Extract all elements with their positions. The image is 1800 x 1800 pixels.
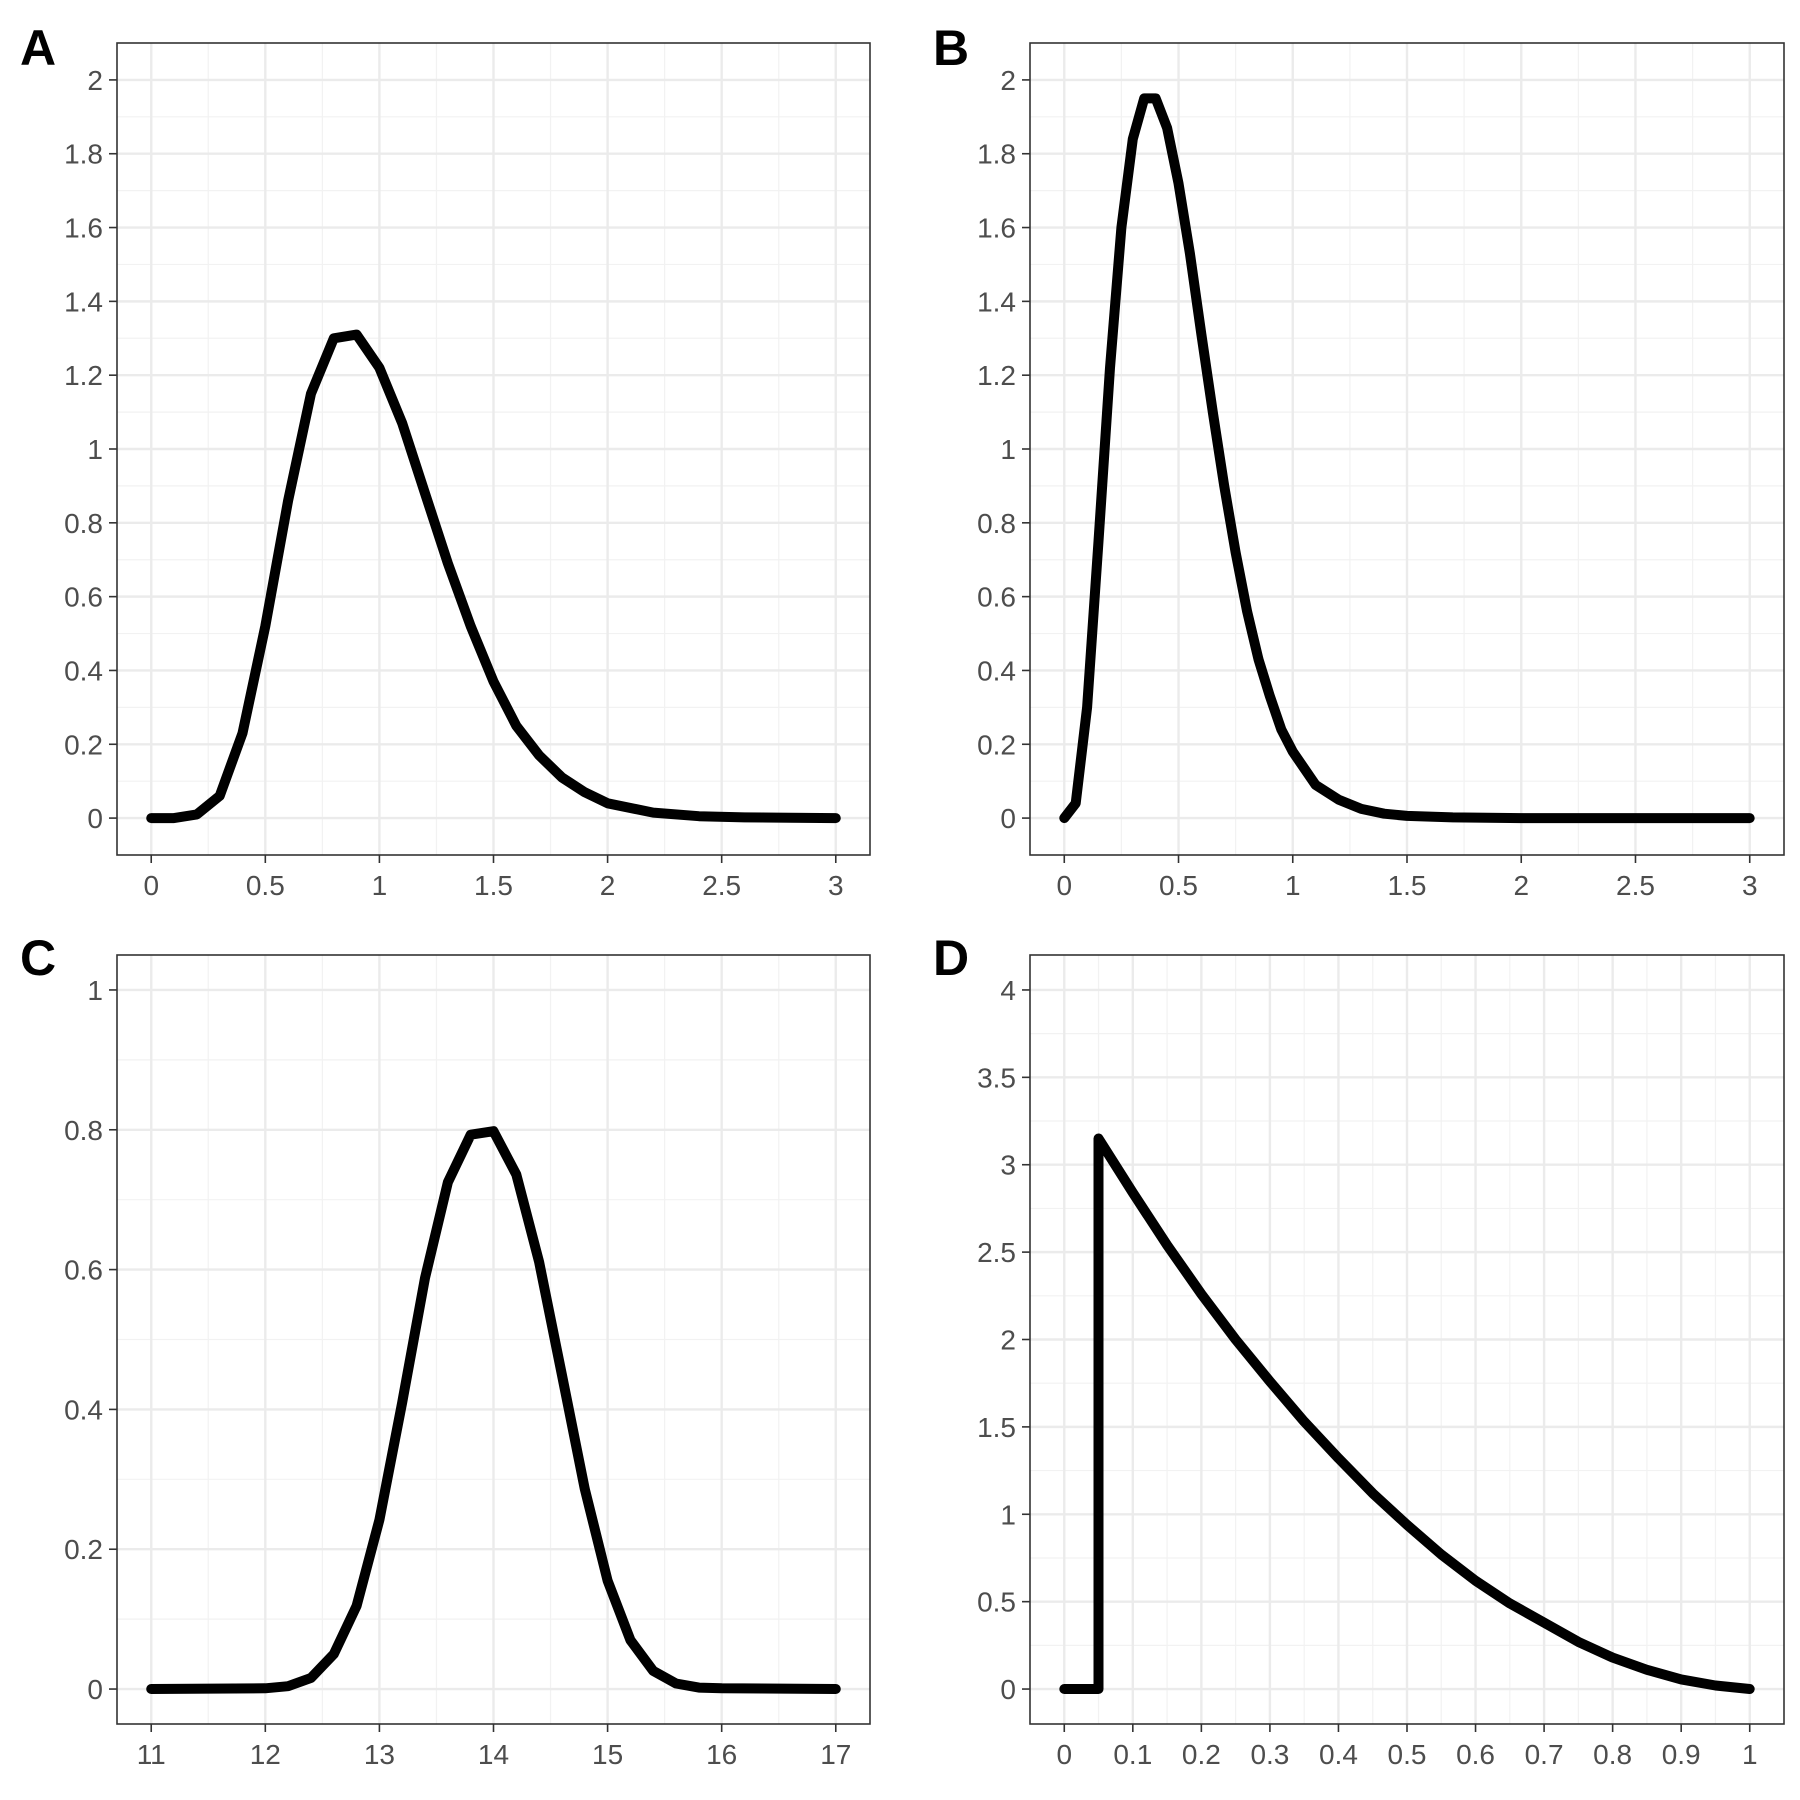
x-tick-label: 0.8 [1593,1739,1632,1770]
panel-b-grid [1030,43,1784,855]
y-tick-label: 1.6 [977,213,1016,244]
y-tick-label: 1.5 [977,1412,1016,1443]
panel-d-tag: D [933,930,969,986]
y-tick-label: 0.6 [64,582,103,613]
panel-a-series-line [146,329,841,824]
panel-d: 0 0.1 0.2 0.3 0.4 0.5 0.6 0.7 0.8 0.9 1 0 0.5 1 1.5 2 2.… [933,930,1785,1770]
x-tick-label: 11 [137,1739,166,1770]
y-tick-label: 3 [1000,1150,1016,1181]
panel-a-tag: A [20,20,56,76]
panel-d-series-line [1059,1133,1755,1694]
panel-a: 0 0.5 1 1.5 2 2.5 3 0 0.2 0.4 0.6 0.8 1 1.2 1.4 1.6 1.8 2… [20,20,871,901]
x-tick-label: 2 [600,870,616,901]
y-tick-label: 0 [1000,803,1016,834]
y-tick-label: 0 [1000,1674,1016,1705]
x-tick-label: 1.5 [474,870,513,901]
x-tick-label: 3 [1742,870,1758,901]
y-tick-label: 0.4 [977,655,1016,686]
panel-b-tag: B [933,20,969,76]
y-tick-label: 0.2 [64,729,103,760]
panel-c-series-line [146,1126,841,1694]
x-tick-label: 15 [592,1739,623,1770]
panel-c-tag: C [20,930,56,986]
y-tick-label: 0.4 [64,655,103,686]
x-tick-label: 2.5 [1616,870,1655,901]
y-tick-label: 1.6 [64,213,103,244]
x-tick-label: 0.2 [1182,1739,1221,1770]
y-tick-label: 1.4 [64,286,103,317]
panel-d-grid [1030,955,1784,1724]
x-tick-label: 0 [1056,1739,1072,1770]
x-tick-label: 0.3 [1250,1739,1289,1770]
y-tick-label: 1.4 [977,286,1016,317]
y-tick-label: 3.5 [977,1062,1016,1093]
y-tick-label: 2 [1000,65,1016,96]
y-tick-label: 1 [1000,1499,1016,1530]
y-tick-label: 1.8 [977,139,1016,170]
y-tick-label: 2.5 [977,1237,1016,1268]
y-tick-label: 0.5 [977,1587,1016,1618]
x-tick-label: 2.5 [702,870,741,901]
y-tick-label: 4 [1000,975,1016,1006]
x-tick-label: 13 [364,1739,395,1770]
x-tick-label: 0.5 [1388,1739,1427,1770]
x-tick-label: 16 [706,1739,737,1770]
x-tick-label: 3 [828,870,844,901]
panel-b: 0 0.5 1 1.5 2 2.5 3 0 0.2 0.4 0.6 0.8 1 1.2 1.4 1.6 1.8 2… [933,20,1785,901]
x-tick-label: 12 [250,1739,281,1770]
x-tick-label: 0.1 [1113,1739,1152,1770]
y-tick-label: 0 [87,803,103,834]
panel-c: 11 12 13 14 15 16 17 0 0.2 0.4 0.6 0.8 1C [20,930,871,1770]
y-tick-label: 0.6 [64,1255,103,1286]
y-tick-label: 0.8 [977,508,1016,539]
x-tick-label: 0.6 [1456,1739,1495,1770]
y-tick-label: 2 [1000,1325,1016,1356]
x-tick-label: 0.4 [1319,1739,1358,1770]
y-tick-label: 0.2 [64,1534,103,1565]
y-tick-label: 0.8 [64,508,103,539]
y-tick-label: 1 [1000,434,1016,465]
x-tick-label: 0 [1056,870,1072,901]
x-tick-label: 0.7 [1525,1739,1564,1770]
y-tick-label: 2 [87,65,103,96]
y-tick-label: 1.8 [64,139,103,170]
y-tick-label: 0.6 [977,582,1016,613]
x-tick-label: 0.9 [1662,1739,1701,1770]
x-tick-label: 1 [1285,870,1301,901]
x-tick-label: 1 [372,870,388,901]
x-tick-label: 0 [143,870,159,901]
x-tick-label: 0.5 [246,870,285,901]
panel-b-series-line [1059,93,1755,824]
y-tick-label: 1.2 [977,360,1016,391]
panel-a-grid [117,43,870,855]
y-tick-label: 1.2 [64,360,103,391]
y-tick-label: 0.8 [64,1115,103,1146]
y-tick-label: 0.4 [64,1394,103,1425]
y-tick-label: 1 [87,975,103,1006]
x-tick-label: 2 [1513,870,1529,901]
y-tick-label: 0.2 [977,729,1016,760]
x-tick-label: 14 [478,1739,509,1770]
x-tick-label: 17 [820,1739,851,1770]
y-tick-label: 1 [87,434,103,465]
x-tick-label: 0.5 [1159,870,1198,901]
x-tick-label: 1 [1742,1739,1758,1770]
y-tick-label: 0 [87,1674,103,1705]
x-tick-label: 1.5 [1388,870,1427,901]
